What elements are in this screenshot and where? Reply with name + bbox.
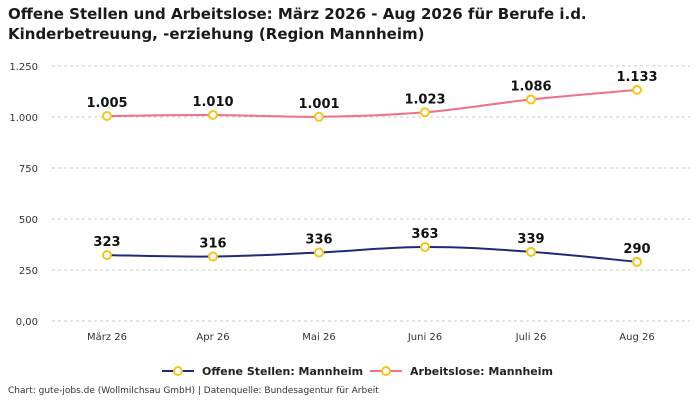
series-points	[102, 84, 642, 267]
y-axis: 0,00 250 500 750 1.000 1.250	[9, 62, 38, 328]
data-point	[632, 84, 642, 95]
series-lines	[106, 88, 638, 263]
series-line-0	[106, 245, 638, 263]
data-point	[314, 247, 324, 258]
data-label: 339	[517, 232, 544, 247]
data-label: 323	[93, 235, 120, 250]
data-label: 290	[623, 242, 650, 257]
data-point	[102, 250, 112, 261]
data-point	[420, 107, 430, 118]
data-label: 1.001	[298, 97, 339, 112]
legend-label-0: Offene Stellen: Mannheim	[202, 365, 363, 378]
data-point	[632, 256, 642, 267]
legend-label-1: Arbeitslose: Mannheim	[410, 365, 553, 378]
x-tick-label: Mai 26	[302, 332, 335, 343]
legend-marker-1	[381, 366, 391, 376]
data-label: 316	[199, 237, 226, 252]
grid-lines	[52, 65, 690, 322]
data-label: 1.133	[616, 70, 657, 85]
x-tick-label: Juli 26	[515, 332, 547, 343]
data-label: 363	[411, 227, 438, 242]
data-point	[208, 109, 218, 120]
series-line-1	[106, 88, 638, 118]
y-tick-label: 0,00	[16, 317, 38, 328]
x-axis: März 26 Apr 26 Mai 26 Juni 26 Juli 26 Aug 26	[87, 332, 655, 343]
data-label: 1.005	[86, 96, 127, 111]
legend: Offene Stellen: Mannheim Arbeitslose: Man…	[162, 365, 553, 378]
chart-title-line-1: Offene Stellen und Arbeitslose: März 202…	[8, 5, 587, 23]
data-point	[420, 241, 430, 252]
data-point	[314, 111, 324, 122]
y-tick-label: 500	[19, 215, 38, 226]
y-tick-label: 1.250	[9, 62, 38, 73]
x-tick-label: Aug 26	[619, 332, 654, 343]
data-point	[526, 94, 536, 105]
data-point	[208, 251, 218, 262]
x-tick-label: Apr 26	[196, 332, 229, 343]
data-labels: 323 316 336 363 339 290 1.005 1.010 1.001 1.023 1.…	[86, 70, 657, 257]
y-tick-label: 750	[19, 164, 38, 175]
x-tick-label: März 26	[87, 332, 127, 343]
data-label: 1.023	[404, 92, 445, 107]
data-label: 336	[305, 232, 332, 247]
y-tick-label: 1.000	[9, 113, 38, 124]
chart-title: Offene Stellen und Arbeitslose: März 202…	[8, 4, 692, 44]
source-note: Chart: gute-jobs.de (Wollmilchsau GmbH) …	[8, 386, 379, 396]
data-label: 1.010	[192, 95, 233, 110]
data-point	[102, 110, 112, 121]
data-point	[526, 246, 536, 257]
legend-marker-0	[173, 366, 183, 376]
x-tick-label: Juni 26	[407, 332, 442, 343]
chart-title-line-2: Kinderbetreuung, -erziehung (Region Mann…	[8, 25, 425, 43]
y-tick-label: 250	[19, 266, 38, 277]
data-label: 1.086	[510, 79, 551, 94]
